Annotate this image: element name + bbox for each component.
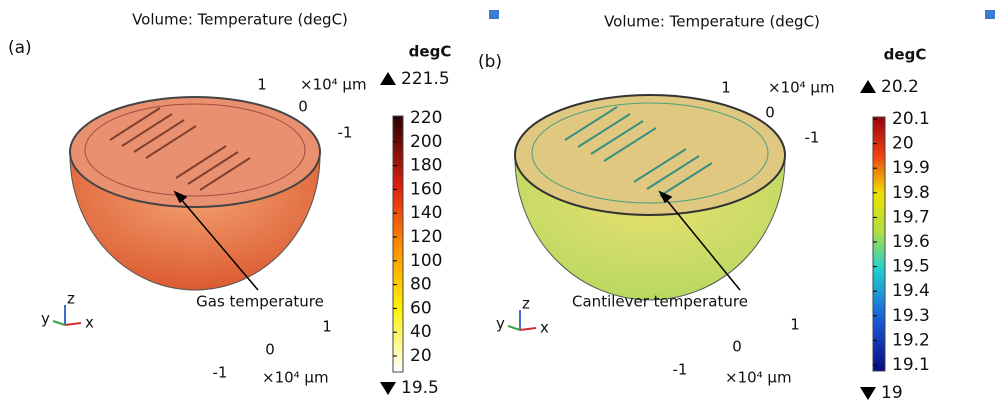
colorbar-tick-label: 19.9 — [892, 158, 930, 178]
axis-tick-label: -1 — [673, 361, 688, 379]
panel-label: (a) — [8, 38, 32, 58]
colorbar-min: 19 — [881, 383, 903, 403]
colorbar-tick-label: 19.2 — [892, 330, 930, 350]
colorbar-tick-label: 80 — [410, 275, 432, 295]
colorbar-unit: degC — [409, 43, 452, 61]
colorbar-tick-label: 160 — [410, 179, 442, 199]
colorbar-tick-label: 100 — [410, 251, 442, 271]
colorbar-tick-label: 19.3 — [892, 306, 930, 326]
colorbar-tick-label: 40 — [410, 322, 432, 342]
axis-tick-label: 1 — [322, 318, 332, 336]
colorbar-tick-label: 19.5 — [892, 257, 930, 277]
title: Volume: Temperature (degC) — [604, 13, 820, 31]
annotation: Gas temperature — [196, 293, 324, 311]
triad-label: z — [67, 290, 75, 308]
min-marker — [380, 382, 396, 395]
triad-label: x — [85, 314, 94, 332]
triad-x — [64, 322, 82, 326]
axis-tick-label: 0 — [765, 104, 775, 122]
title: Volume: Temperature (degC) — [132, 11, 348, 29]
colorbar-min: 19.5 — [401, 378, 439, 398]
colorbar-tick-label: 20 — [410, 346, 432, 366]
axis-unit: ×10⁴ μm — [768, 79, 835, 97]
colorbar-max: 20.2 — [881, 77, 919, 97]
colorbar-tick-label: 19.8 — [892, 183, 930, 203]
colorbar-max: 221.5 — [401, 69, 450, 89]
triad-y — [52, 320, 66, 326]
colorbar-tick-label: 120 — [410, 227, 442, 247]
axis-unit: ×10⁴ μm — [262, 369, 329, 387]
triad-x — [519, 327, 537, 331]
max-marker — [380, 72, 396, 85]
colorbar-tick-label: 200 — [410, 132, 442, 152]
colorbar-tick-label: 19.4 — [892, 281, 930, 301]
triad-label: z — [522, 295, 530, 313]
axis-tick-label: 0 — [265, 341, 275, 359]
axis-tick-label: 0 — [298, 98, 308, 116]
colorbar-tick-label: 60 — [410, 298, 432, 318]
axis-unit: ×10⁴ μm — [300, 76, 367, 94]
colorbar-tick-label: 19.6 — [892, 232, 930, 252]
axis-tick-label: 1 — [257, 76, 267, 94]
axis-unit: ×10⁴ μm — [725, 369, 792, 387]
colorbar-tick-label: 180 — [410, 156, 442, 176]
icon — [489, 10, 499, 19]
max-marker — [860, 80, 876, 93]
axis-tick-label: -1 — [338, 124, 353, 142]
triad-label: y — [41, 310, 50, 328]
axis-tick-label: -1 — [805, 129, 820, 147]
min-marker — [860, 387, 876, 400]
colorbar-tick-label: 20 — [892, 134, 914, 154]
colorbar-unit: degC — [884, 46, 927, 64]
axis-tick-label: 0 — [732, 338, 742, 356]
hemisphere-b — [514, 94, 786, 301]
icon — [985, 10, 995, 19]
axis-tick-label: 1 — [721, 79, 731, 97]
axis-tick-label: -1 — [213, 364, 228, 382]
axis-tick-label: 1 — [790, 316, 800, 334]
colorbar-tick-label: 19.1 — [892, 355, 930, 375]
panel-label: (b) — [478, 52, 502, 72]
colorbar-tick-label: 20.1 — [892, 109, 930, 129]
annotation: Cantilever temperature — [572, 293, 748, 311]
triad-label: x — [540, 319, 549, 337]
colorbar — [392, 115, 404, 373]
triad-y — [507, 325, 521, 331]
hemisphere-a — [69, 96, 321, 291]
colorbar — [872, 116, 886, 372]
triad-label: y — [496, 315, 505, 333]
colorbar-tick-label: 140 — [410, 203, 442, 223]
colorbar-tick-label: 19.7 — [892, 207, 930, 227]
arrows — [173, 190, 741, 291]
colorbar-tick-label: 220 — [410, 108, 442, 128]
